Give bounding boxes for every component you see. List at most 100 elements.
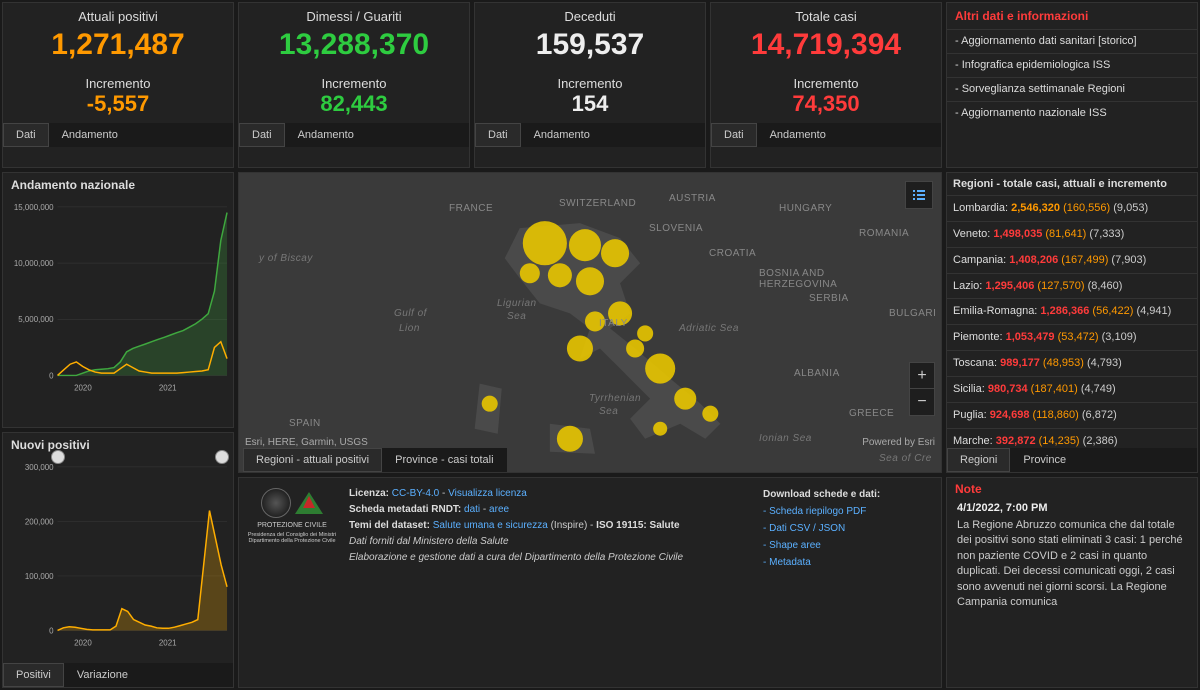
tab-dati[interactable]: Dati xyxy=(239,123,285,147)
zoom-out-button[interactable]: − xyxy=(910,389,934,415)
metric-value: 14,719,394 xyxy=(711,26,941,72)
metric-sub-value: 74,350 xyxy=(711,91,941,123)
logo-title: PROTEZIONE CIVILE xyxy=(257,522,327,530)
list-icon xyxy=(911,187,927,203)
metric-value: 1,271,487 xyxy=(3,26,233,72)
metric-attuali-positivi: Attuali positivi 1,271,487 Incremento -5… xyxy=(2,2,234,168)
regioni-row[interactable]: Piemonte: 1,053,479 (53,472) (3,109) xyxy=(947,324,1197,350)
rndt-dati-link[interactable]: dati xyxy=(464,504,480,515)
line-chart[interactable]: 0 100,000 200,000 300,000 2020 2021 xyxy=(3,457,233,650)
tab-province[interactable]: Province xyxy=(1010,448,1079,472)
tab-province-totali[interactable]: Province - casi totali xyxy=(382,448,506,472)
chart-title: Nuovi positivi xyxy=(3,433,233,457)
metric-sub-title: Incremento xyxy=(239,72,469,91)
map-panel[interactable]: FRANCESWITZERLANDAUSTRIAHUNGARYSLOVENIAC… xyxy=(238,172,942,473)
metric-totale-casi: Totale casi 14,719,394 Incremento 74,350… xyxy=(710,2,942,168)
gov-seal-icon xyxy=(261,488,291,518)
logo-subtitle: Presidenza del Consiglio dei Ministri Di… xyxy=(247,532,337,544)
tab-dati[interactable]: Dati xyxy=(3,123,49,147)
metric-title: Attuali positivi xyxy=(3,3,233,26)
rndt-aree-link[interactable]: aree xyxy=(489,504,509,515)
legend-button[interactable] xyxy=(905,181,933,209)
metric-dimessi-guariti: Dimessi / Guariti 13,288,370 Incremento … xyxy=(238,2,470,168)
metadata-text: Licenza: CC-BY-4.0 - Visualizza licenza … xyxy=(349,486,751,679)
download-link[interactable]: - Dati CSV / JSON xyxy=(763,520,933,537)
temi-inspire-link[interactable]: Salute umana e sicurezza xyxy=(433,520,548,531)
regioni-row[interactable]: Marche: 392,872 (14,235) (2,386) xyxy=(947,428,1197,448)
tab-regioni-attuali[interactable]: Regioni - attuali positivi xyxy=(243,448,382,472)
italy-map[interactable] xyxy=(239,173,941,473)
metric-sub-title: Incremento xyxy=(475,72,705,91)
svg-text:0: 0 xyxy=(49,371,54,380)
metric-value: 13,288,370 xyxy=(239,26,469,72)
info-links-title: Altri dati e informazioni xyxy=(947,3,1197,29)
tab-andamento[interactable]: Andamento xyxy=(521,123,603,147)
tab-variazione[interactable]: Variazione xyxy=(64,663,141,687)
regioni-row[interactable]: Campania: 1,408,206 (167,499) (7,903) xyxy=(947,247,1197,273)
tab-regioni[interactable]: Regioni xyxy=(947,448,1010,472)
download-link[interactable]: - Scheda riepilogo PDF xyxy=(763,503,933,520)
map-attribution: Esri, HERE, Garmin, USGS xyxy=(245,437,368,448)
svg-text:2020: 2020 xyxy=(74,638,92,647)
svg-text:300,000: 300,000 xyxy=(25,463,54,472)
tab-andamento[interactable]: Andamento xyxy=(49,123,131,147)
map-powered-by: Powered by Esri xyxy=(862,437,935,448)
download-link[interactable]: - Shape aree xyxy=(763,537,933,554)
info-links-panel: Altri dati e informazioni - Aggiornament… xyxy=(946,2,1198,168)
svg-text:2021: 2021 xyxy=(159,638,177,647)
regioni-title: Regioni - totale casi, attuali e increme… xyxy=(947,173,1197,195)
tab-dati[interactable]: Dati xyxy=(475,123,521,147)
chart-title: Andamento nazionale xyxy=(3,173,233,197)
svg-text:0: 0 xyxy=(49,626,54,635)
svg-text:5,000,000: 5,000,000 xyxy=(18,315,54,324)
slider-handle-right[interactable] xyxy=(215,450,229,464)
svg-text:2021: 2021 xyxy=(159,383,177,392)
svg-text:100,000: 100,000 xyxy=(25,572,54,581)
tab-dati[interactable]: Dati xyxy=(711,123,757,147)
svg-text:2020: 2020 xyxy=(74,383,92,392)
logo-block: PROTEZIONE CIVILE Presidenza del Consigl… xyxy=(247,486,337,679)
note-panel: Note 4/1/2022, 7:00 PM La Regione Abruzz… xyxy=(946,477,1198,688)
metric-title: Deceduti xyxy=(475,3,705,26)
regioni-row[interactable]: Puglia: 924,698 (118,860) (6,872) xyxy=(947,402,1197,428)
regioni-row[interactable]: Toscana: 989,177 (48,953) (4,793) xyxy=(947,350,1197,376)
svg-text:10,000,000: 10,000,000 xyxy=(14,259,54,268)
note-body: La Regione Abruzzo comunica che dal tota… xyxy=(947,516,1197,612)
footer-metadata: PROTEZIONE CIVILE Presidenza del Consigl… xyxy=(238,477,942,688)
tab-positivi[interactable]: Positivi xyxy=(3,663,64,687)
license-view-link[interactable]: Visualizza licenza xyxy=(448,488,527,499)
chart-nuovi-positivi: Nuovi positivi 0 100,000 200,000 300,000 202… xyxy=(2,432,234,688)
metric-title: Totale casi xyxy=(711,3,941,26)
regioni-row[interactable]: Lazio: 1,295,406 (127,570) (8,460) xyxy=(947,273,1197,299)
note-date: 4/1/2022, 7:00 PM xyxy=(947,500,1197,516)
line-chart[interactable]: 0 5,000,000 10,000,000 15,000,000 2020 2021 xyxy=(3,197,233,395)
svg-text:15,000,000: 15,000,000 xyxy=(14,203,54,212)
info-link[interactable]: - Sorveglianza settimanale Regioni xyxy=(947,77,1197,101)
note-title: Note xyxy=(947,478,1197,500)
regioni-row[interactable]: Veneto: 1,498,035 (81,641) (7,333) xyxy=(947,221,1197,247)
metric-sub-title: Incremento xyxy=(3,72,233,91)
regioni-row[interactable]: Sicilia: 980,734 (187,401) (4,749) xyxy=(947,376,1197,402)
zoom-controls: + − xyxy=(909,362,935,416)
protezione-civile-icon xyxy=(295,486,323,520)
download-link[interactable]: - Metadata xyxy=(763,554,933,571)
regioni-list[interactable]: Lombardia: 2,546,320 (160,556) (9,053)Ve… xyxy=(947,195,1197,448)
metric-sub-value: -5,557 xyxy=(3,91,233,123)
tab-andamento[interactable]: Andamento xyxy=(757,123,839,147)
regioni-row[interactable]: Lombardia: 2,546,320 (160,556) (9,053) xyxy=(947,195,1197,221)
slider-handle-left[interactable] xyxy=(51,450,65,464)
downloads: Download schede e dati: - Scheda riepilo… xyxy=(763,486,933,679)
svg-text:200,000: 200,000 xyxy=(25,517,54,526)
info-link[interactable]: - Aggiornamento nazionale ISS xyxy=(947,101,1197,125)
chart-andamento-nazionale: Andamento nazionale 0 5,000,000 10,000,000… xyxy=(2,172,234,428)
metric-sub-value: 154 xyxy=(475,91,705,123)
info-link[interactable]: - Infografica epidemiologica ISS xyxy=(947,53,1197,77)
tab-andamento[interactable]: Andamento xyxy=(285,123,367,147)
license-link[interactable]: CC-BY-4.0 xyxy=(392,488,439,499)
zoom-in-button[interactable]: + xyxy=(910,363,934,389)
regioni-row[interactable]: Emilia-Romagna: 1,286,366 (56,422) (4,94… xyxy=(947,298,1197,324)
metric-deceduti: Deceduti 159,537 Incremento 154 Dati And… xyxy=(474,2,706,168)
metric-title: Dimessi / Guariti xyxy=(239,3,469,26)
regioni-panel: Regioni - totale casi, attuali e increme… xyxy=(946,172,1198,473)
info-link[interactable]: - Aggiornamento dati sanitari [storico] xyxy=(947,29,1197,53)
